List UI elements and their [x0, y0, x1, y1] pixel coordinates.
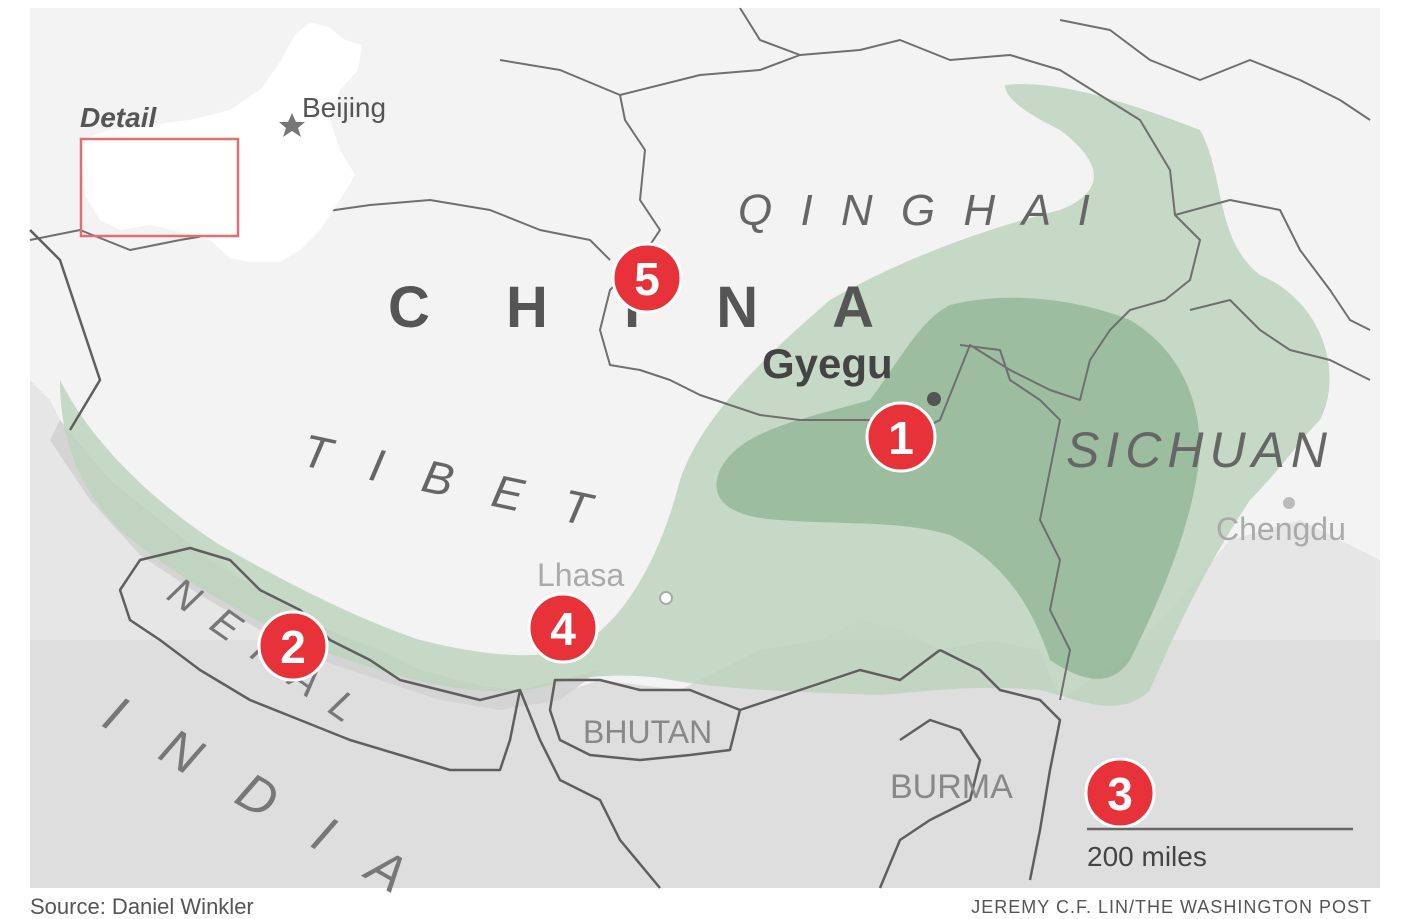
east-border	[1174, 199, 1371, 381]
qinghai-border	[599, 39, 1201, 431]
tibet-north-border	[29, 199, 611, 261]
burma-border	[878, 648, 1062, 889]
marker-4: 4	[527, 592, 599, 664]
province-borders	[29, 7, 1371, 701]
qinghai-label: Q I N G H A I	[738, 186, 1098, 235]
chengdu-label: Chengdu	[1216, 511, 1346, 547]
capital-label: Beijing	[302, 92, 386, 123]
north-east-border	[1059, 19, 1371, 121]
marker-2: 2	[257, 610, 329, 682]
sichuan-border	[959, 344, 1071, 701]
marker-2-number: 2	[280, 621, 306, 673]
marker-5-number: 5	[634, 253, 660, 305]
scale-label: 200 miles	[1087, 841, 1207, 872]
burma-label: BURMA	[890, 768, 1013, 806]
china-inset: Detail Beijing	[79, 22, 386, 262]
marker-5: 5	[611, 242, 683, 314]
nepal-border	[118, 546, 522, 772]
lhasa-dot	[659, 591, 673, 605]
country-borders	[29, 229, 1062, 889]
credit-note: JEREMY C.F. LIN/THE WASHINGTON POST	[971, 897, 1372, 917]
marker-3-number: 3	[1107, 768, 1133, 820]
marker-4-number: 4	[550, 603, 576, 655]
lhasa-label: Lhasa	[537, 557, 624, 593]
marker-1-number: 1	[888, 412, 914, 464]
bhutan-border	[548, 678, 742, 762]
source-note: Source: Daniel Winkler	[30, 894, 254, 919]
north-border	[499, 7, 801, 96]
detail-label: Detail	[80, 102, 157, 133]
chengdu-dot	[1283, 497, 1295, 509]
bhutan-label: BHUTAN	[583, 714, 712, 750]
china-inset-silhouette	[80, 22, 362, 262]
marker-3: 3	[1084, 757, 1156, 829]
india-border	[29, 229, 941, 889]
detail-box	[79, 137, 240, 238]
sichuan-label: SICHUAN	[1066, 422, 1333, 478]
marker-1: 1	[865, 401, 937, 473]
capital-star-icon	[279, 113, 305, 137]
range-core-area	[716, 297, 1200, 679]
gyegu-dot	[927, 392, 941, 406]
gyegu-label: Gyegu	[762, 340, 893, 387]
